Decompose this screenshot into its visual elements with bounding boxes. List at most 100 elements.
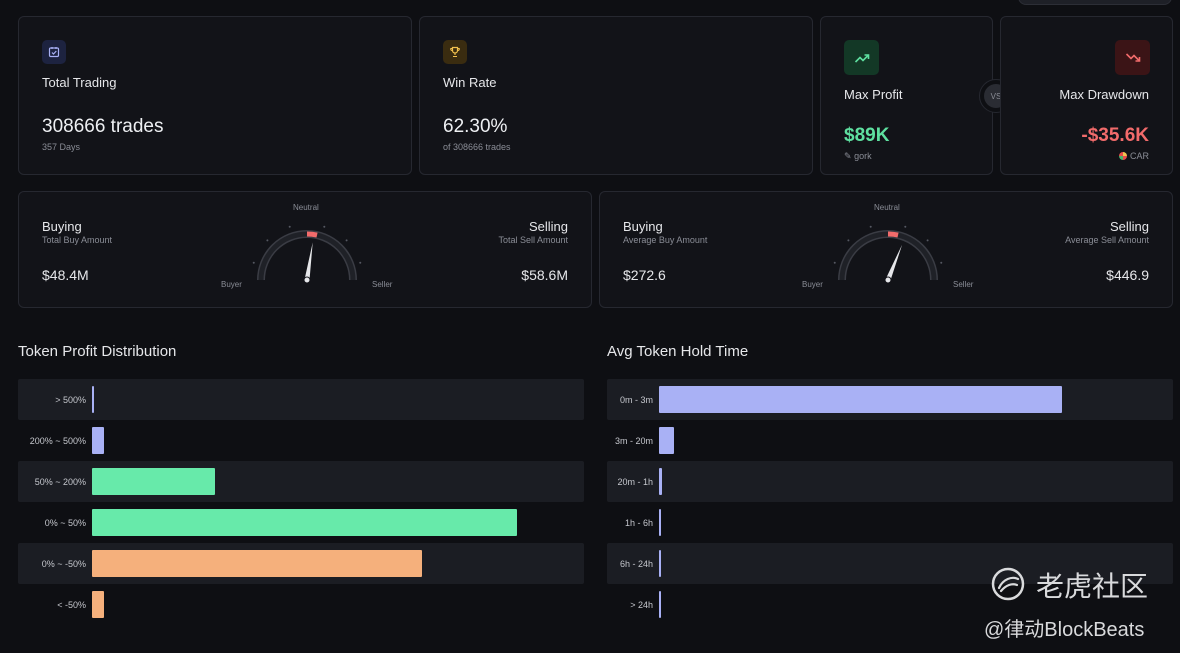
- gauge-seller-label: Seller: [953, 280, 974, 289]
- max-drawdown-card: Max Drawdown -$35.6K CAR: [1000, 16, 1173, 175]
- gauge-track: [838, 230, 938, 281]
- max-drawdown-token-name: CAR: [1129, 151, 1149, 161]
- trend-up-icon: [844, 40, 879, 75]
- win-rate-label: Win Rate: [443, 75, 497, 90]
- gauge-buyer-label: Buyer: [221, 280, 242, 289]
- selling-label: Selling: [1109, 219, 1149, 234]
- selling-label: Selling: [528, 219, 568, 234]
- chart-bar: [92, 427, 104, 454]
- trend-down-icon: [1115, 40, 1150, 75]
- chart-category-label: > 24h: [630, 600, 653, 610]
- selling-sub: Total Sell Amount: [498, 235, 568, 245]
- token-profit-distribution-chart: > 500% 200% ~ 500% 50% ~ 200% 0% ~ 50% 0% ~ …: [18, 379, 584, 628]
- gauge-buyer-label: Buyer: [802, 280, 823, 289]
- trophy-icon: [443, 40, 467, 64]
- chart-category-label: 0% ~ -50%: [41, 559, 86, 569]
- gauge-tick: [252, 261, 255, 264]
- max-drawdown-label: Max Drawdown: [1059, 87, 1149, 102]
- avg-token-hold-time-chart: 0m - 3m 3m - 20m 20m - 1h 1h - 6h 6h - 24h > …: [607, 379, 1173, 628]
- calendar-check-icon: [42, 40, 66, 64]
- gauge-tick: [869, 225, 872, 228]
- gauge-track-inner: [839, 231, 937, 281]
- buy-sell-average-card: Buying Average Buy Amount $272.6 Selling…: [599, 191, 1173, 308]
- buying-sub: Total Buy Amount: [42, 235, 113, 245]
- gauge-tick: [288, 225, 291, 228]
- buy-sell-total-card: Buying Total Buy Amount $48.4M Selling T…: [18, 191, 592, 308]
- chart-bar: [659, 386, 1062, 413]
- watermark-cn: 老虎社区: [1036, 571, 1149, 602]
- chart-bar: [659, 550, 661, 577]
- buying-label: Buying: [623, 219, 663, 234]
- chart-bar: [92, 550, 423, 577]
- win-rate-card: Win Rate 62.30% of 308666 trades: [419, 16, 813, 175]
- gauge-neutral-label: Neutral: [293, 203, 319, 212]
- watermark-en: @律动BlockBeats: [984, 619, 1145, 641]
- top-search-pill[interactable]: [1018, 0, 1172, 5]
- chart-category-label: 50% ~ 200%: [34, 477, 86, 487]
- tiger-community-logo: [991, 567, 1025, 601]
- gauge-highlight: [306, 231, 318, 238]
- chart-category-label: 3m - 20m: [614, 436, 653, 446]
- max-profit-token-name: gork: [854, 151, 872, 161]
- token-car-icon: [1119, 152, 1128, 160]
- chart-bar: [659, 427, 674, 454]
- gauge-neutral-label: Neutral: [874, 203, 900, 212]
- gauge-tick: [904, 225, 907, 228]
- chart-category-label: 1h - 6h: [624, 518, 653, 528]
- buying-label: Buying: [42, 219, 82, 234]
- gauge-tick: [323, 225, 326, 228]
- gauge-tick: [345, 239, 348, 242]
- total-trading-days: 357 Days: [42, 142, 81, 152]
- chart-bar: [92, 386, 94, 413]
- chart-bar: [659, 509, 661, 536]
- chart-category-label: < -50%: [57, 600, 86, 610]
- buy-sell-gauge: [833, 225, 943, 284]
- chart-bar: [92, 591, 104, 618]
- gauge-tick: [833, 261, 836, 264]
- selling-sub: Average Sell Amount: [1065, 235, 1149, 245]
- chart-row-band: [607, 543, 1173, 584]
- chart-category-label: 20m - 1h: [617, 477, 653, 487]
- gauge-needle: [304, 242, 313, 281]
- buying-value: $48.4M: [42, 267, 89, 283]
- max-profit-value: $89K: [844, 125, 890, 146]
- chart-category-label: > 500%: [55, 395, 86, 405]
- gauge-pivot: [303, 276, 311, 284]
- gauge-pivot: [884, 276, 892, 284]
- token-profit-distribution-title: Token Profit Distribution: [18, 343, 177, 360]
- gauge-needle: [885, 244, 903, 281]
- gauge-tick: [926, 239, 929, 242]
- chart-bar: [659, 468, 662, 495]
- chart-row-band: [18, 379, 584, 420]
- gauge-tick: [847, 239, 850, 242]
- chart-category-label: 200% ~ 500%: [29, 436, 86, 446]
- max-drawdown-token: CAR: [1119, 151, 1149, 161]
- win-rate-value: 62.30%: [443, 116, 508, 137]
- gauge-highlight: [887, 231, 899, 238]
- selling-value: $58.6M: [521, 267, 568, 283]
- max-profit-label: Max Profit: [844, 87, 903, 102]
- max-profit-token: ✎ gork: [844, 151, 872, 162]
- chart-category-label: 6h - 24h: [619, 559, 653, 569]
- chart-bar: [92, 509, 517, 536]
- max-profit-card: Max Profit $89K ✎ gork: [820, 16, 993, 175]
- buying-sub: Average Buy Amount: [623, 235, 708, 245]
- token-gork-icon: ✎: [844, 151, 852, 161]
- max-drawdown-value: -$35.6K: [1081, 125, 1149, 146]
- selling-value: $446.9: [1106, 267, 1149, 283]
- gauge-tick: [359, 261, 362, 264]
- gauge-seller-label: Seller: [372, 280, 393, 289]
- avg-token-hold-time-title: Avg Token Hold Time: [607, 343, 749, 360]
- total-trading-value: 308666 trades: [42, 116, 164, 137]
- gauge-tick: [940, 261, 943, 264]
- buy-sell-gauge: [252, 225, 362, 284]
- total-trading-card: Total Trading 308666 trades 357 Days: [18, 16, 412, 175]
- total-trading-label: Total Trading: [42, 75, 117, 90]
- buying-value: $272.6: [623, 267, 666, 283]
- chart-category-label: 0% ~ 50%: [44, 518, 86, 528]
- chart-row-band: [607, 461, 1173, 502]
- chart-bar: [92, 468, 215, 495]
- chart-category-label: 0m - 3m: [619, 395, 653, 405]
- gauge-tick: [266, 239, 269, 242]
- chart-bar: [659, 591, 661, 618]
